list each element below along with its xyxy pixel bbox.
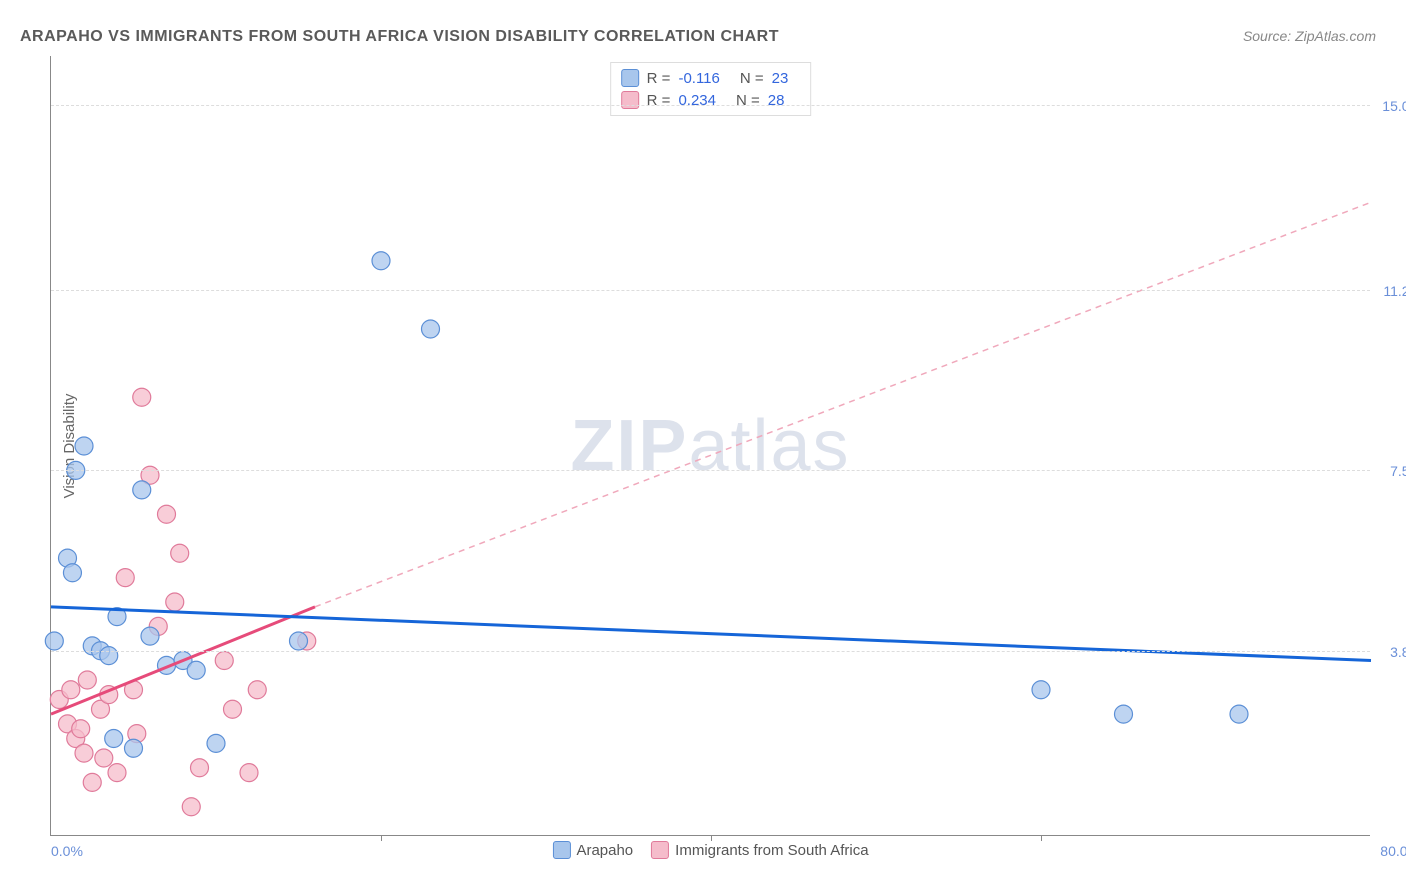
data-point — [95, 749, 113, 767]
data-point — [1032, 681, 1050, 699]
chart-plot-area: ZIPatlas Vision Disability R = -0.116 N … — [50, 56, 1370, 836]
data-point — [290, 632, 308, 650]
stat-row-series-a: R = -0.116 N = 23 — [621, 67, 801, 89]
data-point — [1115, 705, 1133, 723]
stat-r-label: R = — [647, 70, 671, 87]
x-tick — [381, 835, 382, 841]
data-point — [75, 744, 93, 762]
data-point — [63, 564, 81, 582]
swatch-series-a — [621, 69, 639, 87]
x-tick — [711, 835, 712, 841]
data-point — [105, 730, 123, 748]
data-point — [171, 544, 189, 562]
data-point — [182, 798, 200, 816]
data-point — [248, 681, 266, 699]
data-point — [75, 437, 93, 455]
chart-title: ARAPAHO VS IMMIGRANTS FROM SOUTH AFRICA … — [20, 28, 779, 46]
data-point — [166, 593, 184, 611]
source-attribution: Source: ZipAtlas.com — [1243, 28, 1376, 44]
legend-item-b: Immigrants from South Africa — [651, 841, 868, 859]
data-point — [141, 627, 159, 645]
data-point — [133, 388, 151, 406]
x-axis-start-label: 0.0% — [51, 843, 83, 859]
data-point — [422, 320, 440, 338]
legend-label-a: Arapaho — [576, 842, 633, 859]
x-tick — [1041, 835, 1042, 841]
data-point — [1230, 705, 1248, 723]
legend-swatch-a — [552, 841, 570, 859]
plot-svg — [51, 56, 1370, 835]
y-tick-label: 3.8% — [1390, 644, 1406, 660]
series-legend: Arapaho Immigrants from South Africa — [552, 841, 868, 859]
data-point — [83, 773, 101, 791]
regression-line — [51, 607, 315, 714]
y-tick-label: 15.0% — [1382, 98, 1406, 114]
data-point — [187, 661, 205, 679]
stat-n-label: N = — [736, 92, 760, 109]
data-point — [78, 671, 96, 689]
data-point — [372, 252, 390, 270]
data-point — [191, 759, 209, 777]
data-point — [158, 505, 176, 523]
swatch-series-b — [621, 91, 639, 109]
y-tick-label: 11.2% — [1383, 283, 1406, 299]
gridline: 11.2% — [51, 290, 1370, 291]
data-point — [207, 734, 225, 752]
stat-row-series-b: R = 0.234 N = 28 — [621, 89, 801, 111]
data-point — [72, 720, 90, 738]
x-axis-end-label: 80.0% — [1380, 843, 1406, 859]
legend-label-b: Immigrants from South Africa — [675, 842, 868, 859]
data-point — [116, 569, 134, 587]
stat-r-label: R = — [647, 92, 671, 109]
data-point — [125, 739, 143, 757]
legend-swatch-b — [651, 841, 669, 859]
data-point — [100, 647, 118, 665]
stat-n-value-b: 28 — [768, 92, 785, 109]
gridline: 15.0% — [51, 105, 1370, 106]
gridline: 7.5% — [51, 470, 1370, 471]
regression-line — [315, 202, 1371, 607]
data-point — [215, 652, 233, 670]
data-point — [62, 681, 80, 699]
data-point — [45, 632, 63, 650]
stat-r-value-a: -0.116 — [678, 70, 719, 87]
stat-n-value-a: 23 — [772, 70, 789, 87]
correlation-stat-box: R = -0.116 N = 23 R = 0.234 N = 28 — [610, 62, 812, 116]
stat-r-value-b: 0.234 — [678, 92, 716, 109]
data-point — [240, 764, 258, 782]
data-point — [108, 764, 126, 782]
data-point — [224, 700, 242, 718]
stat-n-label: N = — [740, 70, 764, 87]
gridline: 3.8% — [51, 651, 1370, 652]
data-point — [133, 481, 151, 499]
legend-item-a: Arapaho — [552, 841, 633, 859]
y-tick-label: 7.5% — [1390, 463, 1406, 479]
